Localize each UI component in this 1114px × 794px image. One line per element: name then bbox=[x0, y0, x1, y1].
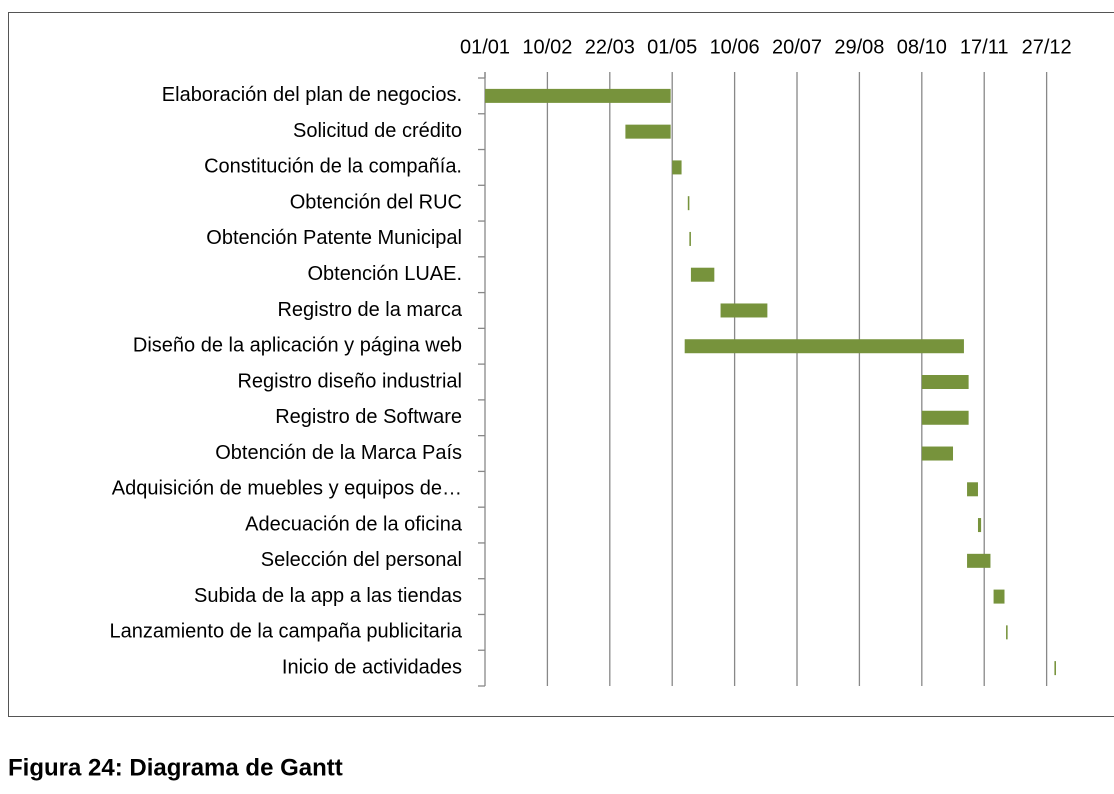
x-tick-label: 29/08 bbox=[834, 36, 884, 58]
y-tick-label: Inicio de actividades bbox=[282, 656, 462, 678]
x-tick-label: 01/05 bbox=[647, 36, 697, 58]
bar bbox=[689, 232, 691, 246]
x-tick-label: 17/11 bbox=[960, 36, 1009, 58]
chart-frame bbox=[9, 13, 1114, 717]
bar bbox=[922, 447, 953, 461]
x-tick-label: 10/06 bbox=[710, 36, 760, 58]
y-tick-label: Constitución de la compañía. bbox=[204, 156, 462, 178]
bar bbox=[1006, 625, 1008, 639]
bar bbox=[994, 590, 1005, 604]
bar bbox=[625, 125, 670, 139]
bar bbox=[1054, 661, 1056, 675]
y-tick-label: Diseño de la aplicación y página web bbox=[133, 335, 462, 357]
y-tick-label: Subida de la app a las tiendas bbox=[194, 585, 462, 607]
x-tick-label: 10/02 bbox=[522, 36, 572, 58]
y-tick-label: Elaboración del plan de negocios. bbox=[162, 84, 462, 106]
bar bbox=[691, 268, 714, 282]
bar bbox=[967, 482, 978, 496]
bar bbox=[922, 375, 969, 389]
bar bbox=[922, 411, 969, 425]
y-tick-label: Lanzamiento de la campaña publicitaria bbox=[110, 621, 463, 643]
bar bbox=[978, 518, 981, 532]
y-tick-label: Registro de la marca bbox=[277, 299, 462, 321]
x-tick-label: 22/03 bbox=[585, 36, 635, 58]
y-tick-label: Registro de Software bbox=[275, 406, 462, 428]
x-tick-label: 27/12 bbox=[1022, 36, 1072, 58]
bar bbox=[672, 160, 681, 174]
x-tick-label: 01/01 bbox=[460, 36, 510, 58]
y-tick-label: Solicitud de crédito bbox=[293, 120, 462, 142]
y-tick-label: Adquisición de muebles y equipos de… bbox=[112, 478, 462, 500]
y-tick-label: Adecuación de la oficina bbox=[245, 513, 463, 535]
bar bbox=[721, 303, 768, 317]
bar bbox=[685, 339, 964, 353]
y-tick-label: Obtención LUAE. bbox=[307, 263, 462, 285]
x-tick-label: 08/10 bbox=[897, 36, 947, 58]
bar bbox=[485, 89, 671, 103]
bar bbox=[967, 554, 990, 568]
y-tick-label: Registro diseño industrial bbox=[237, 370, 462, 392]
bar bbox=[688, 196, 690, 210]
x-tick-label: 20/07 bbox=[772, 36, 822, 58]
y-tick-label: Obtención de la Marca País bbox=[215, 442, 462, 464]
y-tick-label: Obtención Patente Municipal bbox=[206, 227, 462, 249]
y-tick-label: Selección del personal bbox=[261, 549, 462, 571]
caption: Figura 24: Diagrama de Gantt bbox=[8, 754, 343, 781]
y-tick-label: Obtención del RUC bbox=[290, 191, 462, 213]
